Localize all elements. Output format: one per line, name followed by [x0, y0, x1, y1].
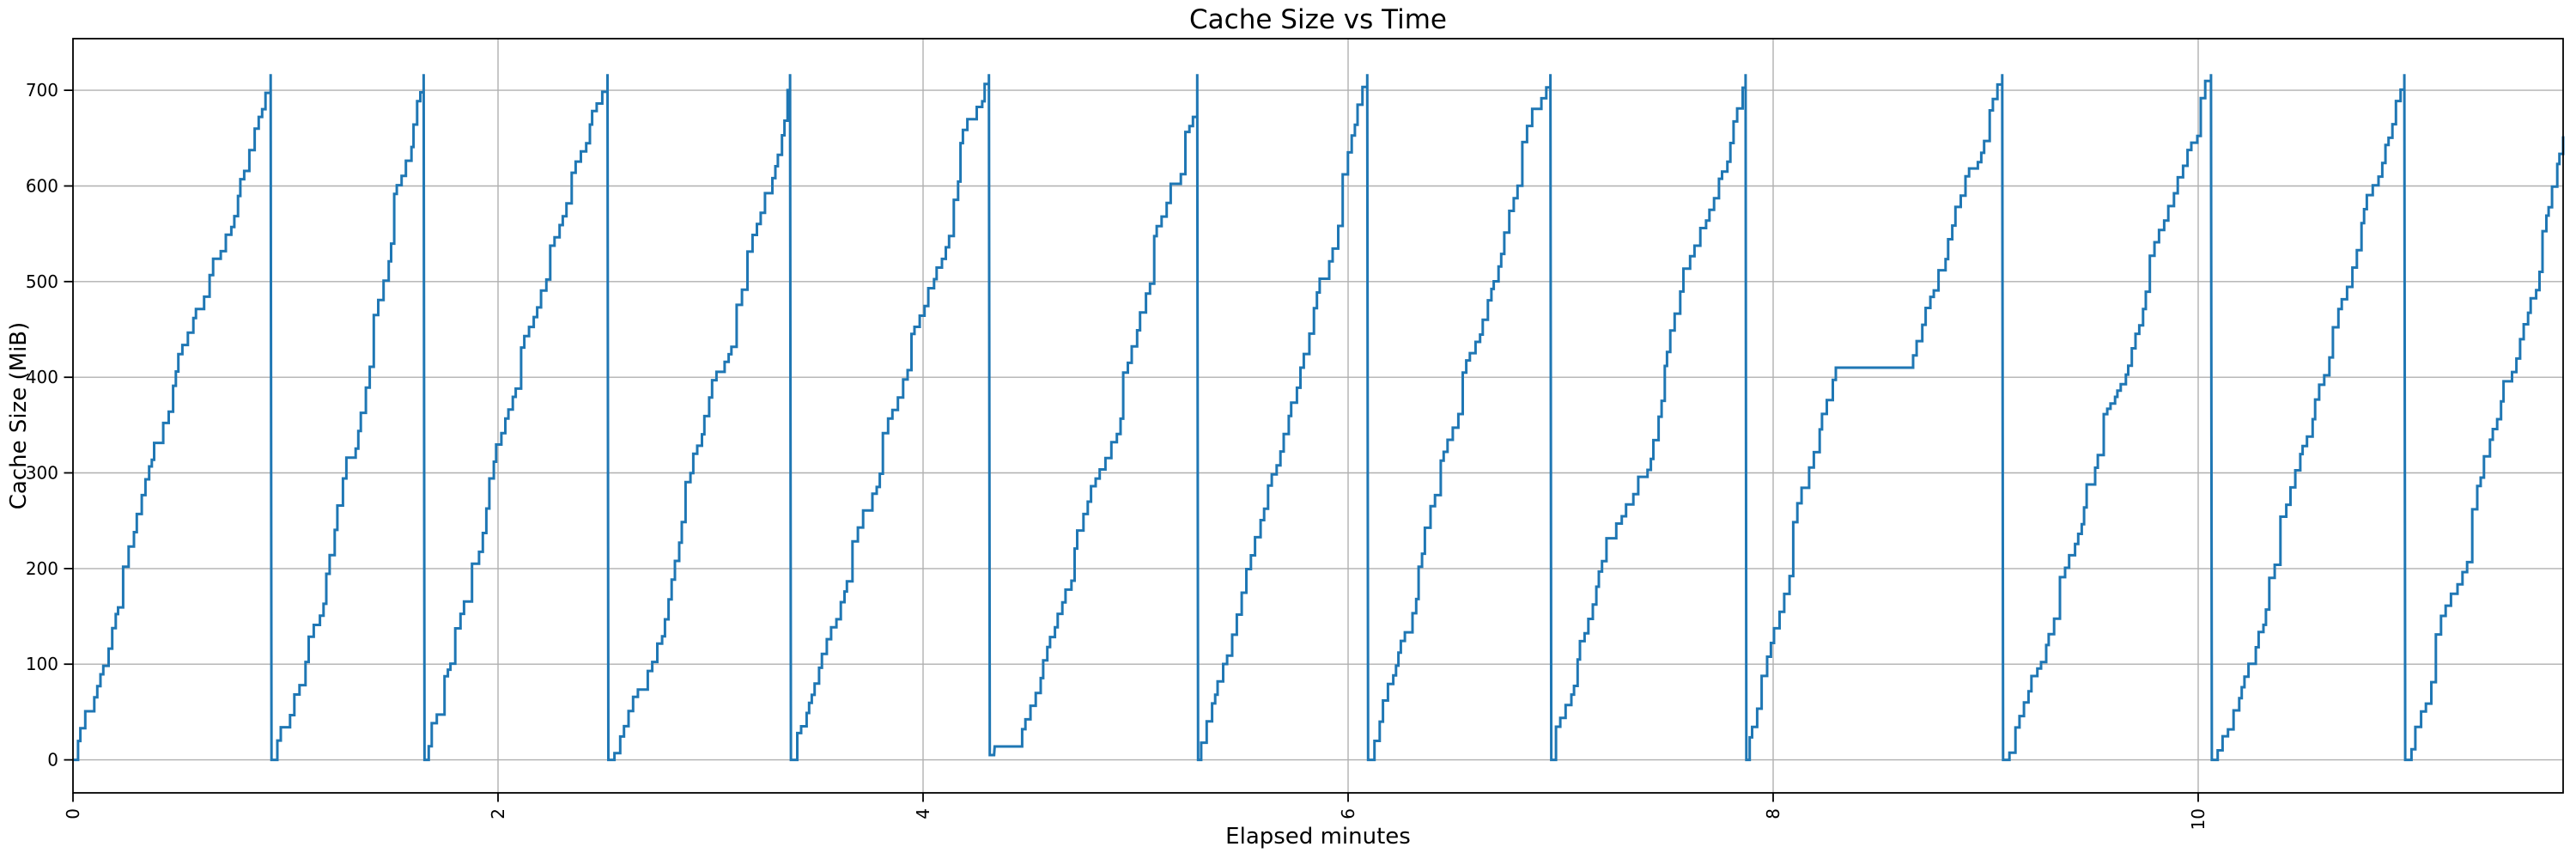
y-tick-label: 100 — [26, 654, 58, 674]
y-tick-label: 600 — [26, 176, 58, 197]
plot-border — [72, 38, 2564, 794]
x-tick-label: 10 — [2188, 808, 2208, 830]
y-tick-label: 300 — [26, 463, 58, 484]
y-tick-label: 500 — [26, 271, 58, 292]
y-tick-label: 700 — [26, 80, 58, 101]
axes-spines — [72, 38, 2564, 794]
x-tick-label: 8 — [1763, 808, 1783, 819]
y-tick-label: 0 — [47, 750, 58, 771]
x-tick-label: 6 — [1338, 808, 1358, 819]
cache-size-line — [73, 74, 2565, 762]
y-tick-label: 200 — [26, 558, 58, 579]
grid-lines — [72, 39, 2563, 793]
chart-title: Cache Size vs Time — [1189, 4, 1447, 35]
x-tick-label: 2 — [488, 808, 508, 819]
x-tick-label: 0 — [63, 808, 83, 819]
axis-ticks — [64, 89, 2199, 802]
y-axis-label: Cache Size (MiB) — [6, 322, 32, 510]
data-series-layer — [73, 74, 2565, 762]
x-axis-label: Elapsed minutes — [1225, 824, 1411, 850]
y-tick-label: 400 — [26, 367, 58, 387]
x-tick-label: 4 — [913, 808, 933, 819]
